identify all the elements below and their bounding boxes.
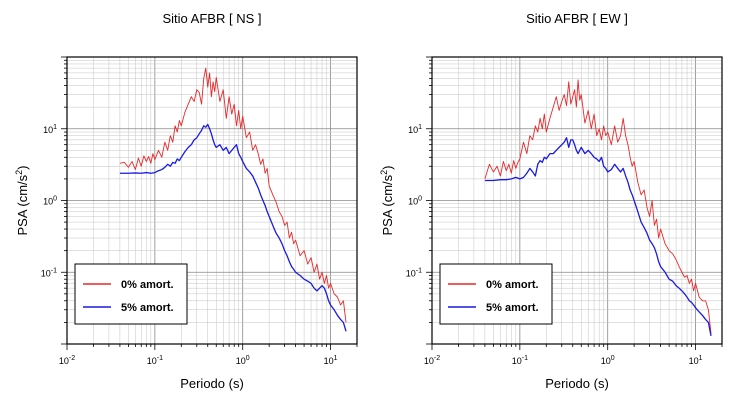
chart-panel-1: 10-2 10-1 100 101 10-1 100 101 Sitio AFBR [ NS … — [14, 11, 358, 391]
axis-ticks — [61, 56, 358, 350]
x-tick-label: 100 — [601, 355, 615, 366]
x-tick-label: 101 — [689, 355, 703, 366]
legend: 0% amort. 5% amort. — [439, 263, 553, 325]
chart-title: Sitio AFBR [ EW ] — [526, 11, 628, 26]
legend-entry: 5% amort. — [121, 302, 174, 314]
legend-box — [74, 263, 188, 325]
legend-box — [439, 263, 553, 325]
series-line-undamped — [119, 67, 347, 323]
x-axis-label: Periodo (s) — [180, 376, 244, 391]
series-line-damped — [484, 137, 712, 336]
legend-entry: 0% amort. — [486, 279, 539, 291]
x-tick-label: 10-2 — [59, 355, 75, 366]
x-tick-label: 10-1 — [147, 355, 163, 366]
y-tick-label: 10-1 — [406, 267, 422, 278]
y-tick-label: 100 — [43, 196, 57, 207]
legend-entry: 5% amort. — [486, 302, 539, 314]
x-tick-label: 10-2 — [424, 355, 440, 366]
chart-title: Sitio AFBR [ NS ] — [163, 11, 262, 26]
series-line-damped — [119, 123, 347, 332]
x-tick-label: 101 — [324, 355, 338, 366]
y-tick-label: 100 — [408, 196, 422, 207]
legend-entry: 0% amort. — [121, 279, 174, 291]
legend: 0% amort. 5% amort. — [74, 263, 188, 325]
chart-panel-2: 10-2 10-1 100 101 10-1 100 101 Sitio AFBR [ EW … — [379, 11, 723, 391]
grid — [66, 56, 358, 345]
y-tick-label: 101 — [43, 124, 57, 135]
x-tick-label: 100 — [236, 355, 250, 366]
y-tick-label: 10-1 — [41, 267, 57, 278]
plot-frame — [66, 56, 358, 345]
y-axis-label: PSA (cm/s2) — [379, 165, 395, 235]
y-tick-label: 101 — [408, 124, 422, 135]
x-tick-label: 10-1 — [512, 355, 528, 366]
y-axis-label: PSA (cm/s2) — [14, 165, 30, 235]
plot-frame — [431, 56, 723, 345]
x-axis-label: Periodo (s) — [545, 376, 609, 391]
series-line-undamped — [484, 79, 712, 334]
